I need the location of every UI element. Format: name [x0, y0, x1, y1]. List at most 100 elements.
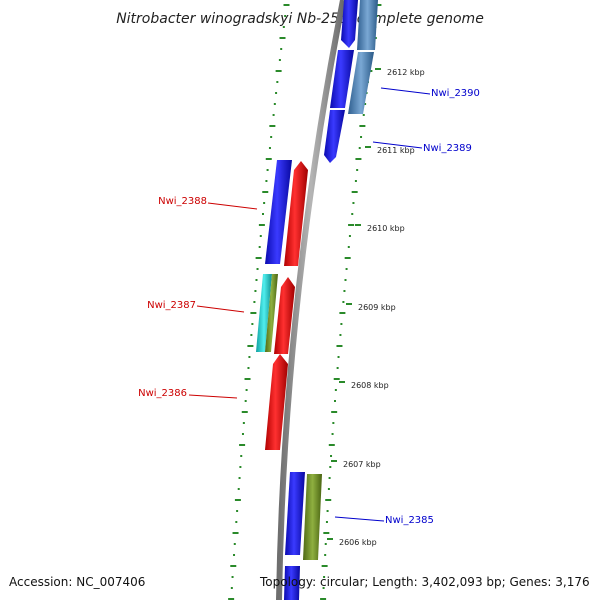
tick-mark: [346, 303, 352, 305]
skew-inner-dot: [273, 103, 276, 105]
gene-label-nwi_2386: Nwi_2386: [138, 388, 187, 399]
skew-outer-dot: [358, 147, 361, 149]
gene-label-nwi_2387: Nwi_2387: [147, 300, 196, 311]
tick-mark: [331, 460, 337, 462]
skew-inner-dot: [228, 598, 235, 600]
skew-outer-dot: [324, 554, 327, 556]
skew-outer-dot: [348, 224, 355, 226]
skew-inner-dot: [258, 224, 265, 226]
tick-label: 2607 kbp: [343, 460, 381, 469]
skew-outer-dot: [351, 191, 358, 193]
position-ticks: 2612 kbp 2611 kbp 2610 kbp 2609 kbp 2608 kbp…: [327, 68, 425, 547]
skew-inner-dot: [239, 466, 242, 468]
skew-outer-dot: [339, 312, 346, 314]
gene-arrow-steel-lower: [348, 52, 374, 114]
gene-arrow-bottom: [284, 566, 300, 600]
skew-inner-dot: [232, 532, 239, 534]
gene-leader-line: [372, 141, 423, 149]
skew-outer-dot: [340, 323, 343, 325]
skew-outer-dot: [355, 158, 362, 160]
skew-inner-dot: [244, 378, 251, 380]
skew-inner-dot: [241, 433, 244, 435]
gene-leader-line: [196, 305, 245, 313]
skew-inner-dot: [244, 400, 247, 402]
skew-inner-dot: [239, 444, 246, 446]
skew-inner-dot: [250, 312, 257, 314]
skew-inner-dot: [258, 246, 261, 248]
map-title: Nitrobacter winogradskyi Nb-255, complet…: [116, 11, 484, 27]
gene-arrow-steel-upper: [357, 0, 378, 50]
skew-outer-dot: [344, 257, 351, 259]
topology-label: Topology: circular; Length: 3,402,093 bp…: [260, 575, 590, 589]
skew-inner-dot: [248, 356, 251, 358]
skew-inner-dot: [269, 125, 276, 127]
skew-inner-dot: [247, 345, 254, 347]
gene-arrow-2385-blue: [285, 472, 305, 555]
skew-inner-dot: [263, 202, 266, 204]
skew-inner-dot: [256, 268, 259, 270]
skew-inner-dot: [261, 213, 264, 215]
skew-outer-dot: [321, 565, 328, 567]
gene-arrow-2386-red: [265, 354, 288, 450]
tick-mark: [327, 538, 333, 540]
skew-outer-dot: [320, 598, 327, 600]
skew-outer-dot: [359, 125, 366, 127]
skew-inner-dot: [275, 70, 282, 72]
gene-arrow-top-upper: [341, 0, 358, 48]
skew-outer-dot: [347, 246, 350, 248]
skew-inner-dot: [233, 554, 236, 556]
skew-outer-dot: [325, 499, 332, 501]
gene-leader-line: [380, 87, 431, 95]
skew-outer-dot: [330, 455, 333, 457]
tick-mark: [375, 68, 381, 70]
tick-label: 2608 kbp: [351, 381, 389, 390]
gene-label-nwi_2389: Nwi_2389: [423, 143, 472, 154]
skew-inner-dot: [268, 147, 271, 149]
skew-outer-dot: [331, 411, 338, 413]
skew-outer-dot: [351, 213, 354, 215]
gene-arrow-2388-blue: [265, 160, 292, 264]
skew-outer-dot: [334, 389, 337, 391]
skew-outer-dot: [345, 268, 348, 270]
skew-outer-dot: [343, 290, 346, 292]
skew-outer-dot: [332, 422, 335, 424]
skew-outer-dot: [327, 488, 330, 490]
skew-outer-dot: [356, 169, 359, 171]
gene-label-nwi_2388: Nwi_2388: [158, 196, 207, 207]
gene-leader-line: [188, 394, 238, 399]
skew-outer-dot: [337, 356, 340, 358]
skew-inner-dot: [234, 499, 241, 501]
skew-inner-dot: [259, 235, 262, 237]
skew-inner-dot: [236, 510, 239, 512]
gene-arrow-2389: [324, 110, 345, 163]
gene-leader-line: [334, 516, 385, 522]
skew-outer-dot: [326, 510, 329, 512]
skew-outer-dot: [362, 114, 365, 116]
skew-inner-dot: [283, 4, 290, 6]
skew-outer-dot: [329, 466, 332, 468]
skew-outer-dot: [352, 202, 355, 204]
skew-outer-dot: [328, 444, 335, 446]
skew-inner-dot: [272, 114, 275, 116]
gene-arrow-2390-blue: [330, 50, 354, 108]
skew-inner-dot: [255, 257, 262, 259]
skew-inner-dot: [237, 488, 240, 490]
skew-inner-dot: [284, 15, 287, 17]
skew-inner-dot: [280, 48, 283, 50]
skew-inner-dot: [247, 367, 250, 369]
skew-outer-dot: [364, 103, 367, 105]
skew-inner-dot: [230, 565, 237, 567]
skew-inner-dot: [262, 191, 269, 193]
gc-skew-track: [228, 4, 382, 600]
skew-outer-dot: [344, 279, 347, 281]
skew-inner-dot: [250, 334, 253, 336]
skew-outer-dot: [331, 433, 334, 435]
skew-outer-dot: [375, 4, 382, 6]
skew-inner-dot: [251, 323, 254, 325]
gene-arrow-2385-olive: [303, 474, 322, 560]
skew-inner-dot: [241, 411, 248, 413]
skew-outer-dot: [360, 136, 363, 138]
skew-outer-dot: [324, 543, 327, 545]
gene-arrow-2387-olive: [265, 274, 278, 352]
